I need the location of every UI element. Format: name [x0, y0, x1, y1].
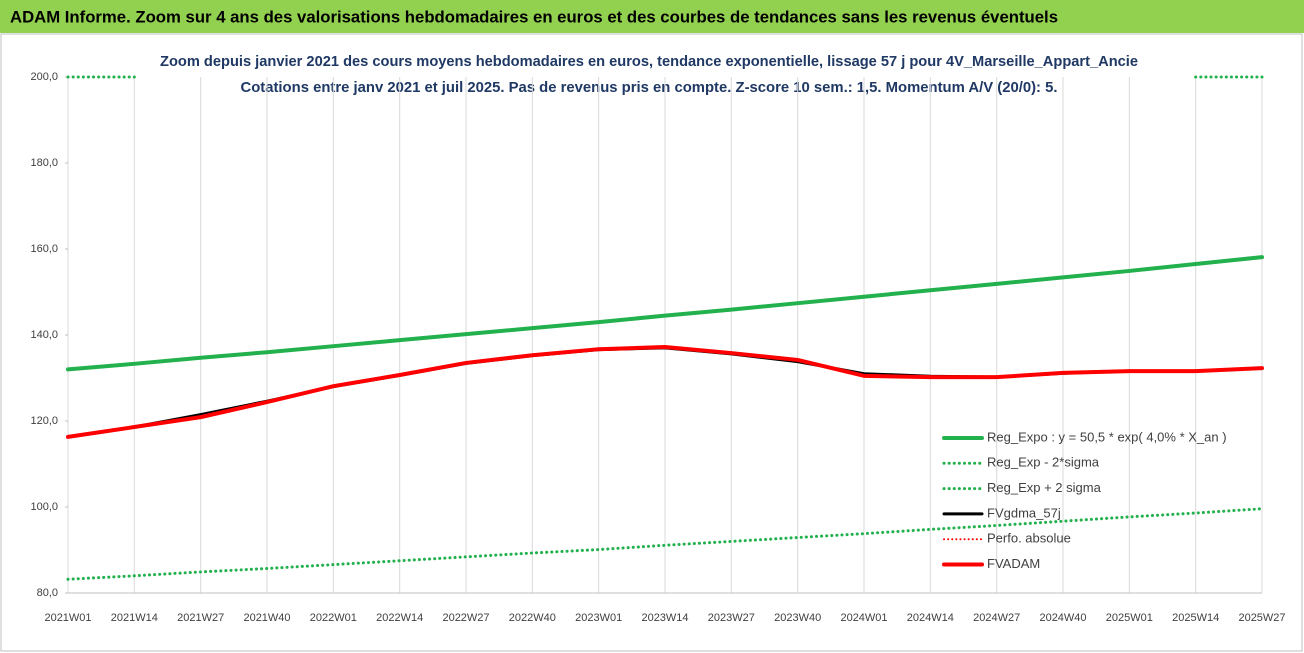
y-tick-label: 180,0	[30, 157, 58, 169]
legend-label: Perfo. absolue	[987, 531, 1071, 546]
x-tick-label: 2023W14	[641, 612, 688, 624]
chart-frame	[0, 33, 1303, 652]
series-line	[66, 345, 1264, 439]
legend-label: FVADAM	[987, 556, 1040, 571]
series-line	[66, 507, 1264, 581]
x-tick-label: 2021W01	[44, 612, 91, 624]
series-line	[66, 255, 1264, 372]
x-tick-label: 2023W40	[774, 612, 821, 624]
x-tick-label: 2025W27	[1238, 612, 1285, 624]
x-tick-label: 2021W27	[177, 612, 224, 624]
legend-label: FVgdma_57j	[987, 505, 1061, 520]
y-tick-label: 140,0	[30, 329, 58, 341]
x-tick-label: 2024W01	[840, 612, 887, 624]
title-banner	[0, 0, 1304, 33]
x-tick-label: 2025W01	[1106, 612, 1153, 624]
x-tick-label: 2021W40	[243, 612, 290, 624]
x-tick-label: 2022W14	[376, 612, 423, 624]
x-tick-label: 2022W40	[509, 612, 556, 624]
x-tick-label: 2024W40	[1039, 612, 1086, 624]
x-tick-label: 2025W14	[1172, 612, 1219, 624]
x-tick-label: 2021W14	[111, 612, 158, 624]
chart-subtitle: Zoom depuis janvier 2021 des cours moyen…	[160, 53, 1138, 70]
x-tick-label: 2024W27	[973, 612, 1020, 624]
x-tick-label: 2022W27	[442, 612, 489, 624]
legend-label: Reg_Expo : y = 50,5 * exp( 4,0% * X_an )	[987, 429, 1227, 444]
x-tick-label: 2023W01	[575, 612, 622, 624]
y-tick-label: 80,0	[37, 587, 58, 599]
y-tick-label: 120,0	[30, 415, 58, 427]
x-tick-label: 2022W01	[310, 612, 357, 624]
legend-label: Reg_Exp - 2*sigma	[987, 455, 1100, 470]
legend-label: Reg_Exp + 2 sigma	[987, 480, 1102, 495]
y-tick-label: 200,0	[30, 71, 58, 83]
chart-title: ADAM Informe. Zoom sur 4 ans des valoris…	[10, 7, 1058, 26]
chart-subtitle: Cotations entre janv 2021 et juil 2025. …	[241, 79, 1058, 96]
x-tick-label: 2023W27	[708, 612, 755, 624]
y-tick-label: 100,0	[30, 501, 58, 513]
x-tick-label: 2024W14	[907, 612, 954, 624]
y-tick-label: 160,0	[30, 243, 58, 255]
